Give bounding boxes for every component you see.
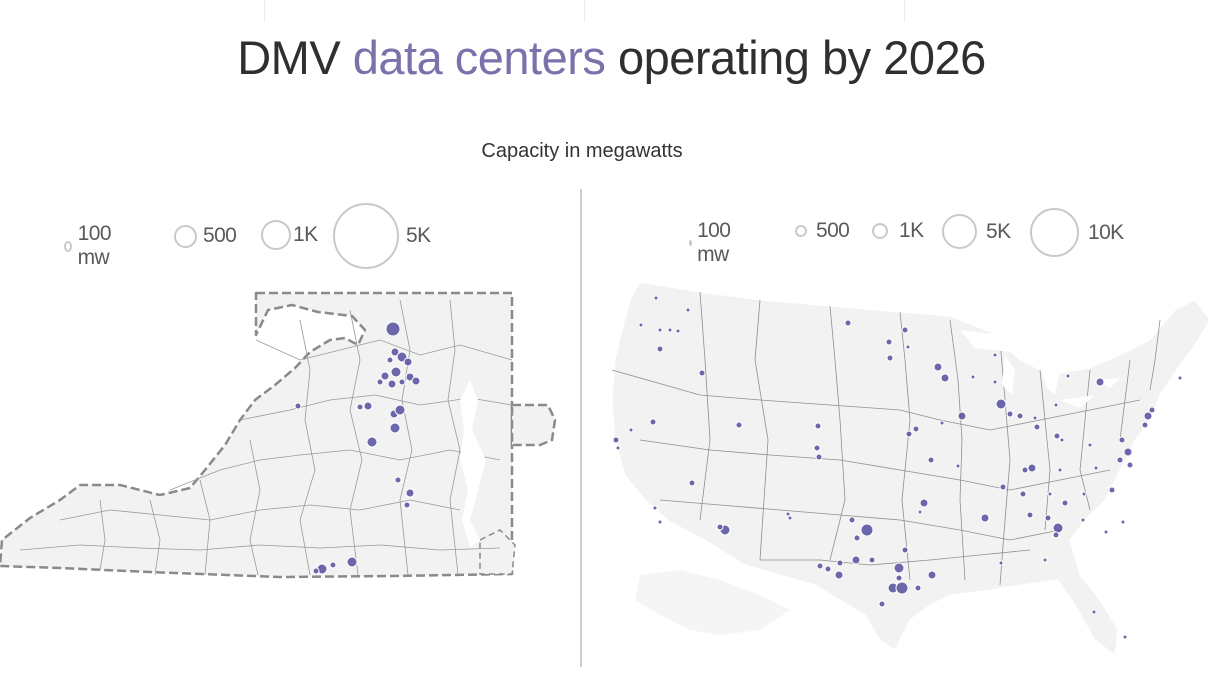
virginia-legend-item-100: 100 mw xyxy=(64,222,114,270)
us-land xyxy=(611,281,1211,656)
legend-circle-icon xyxy=(942,214,977,249)
us-map xyxy=(611,281,1211,656)
us-legend-item-1k: 1K xyxy=(872,219,924,243)
us-legend-item-5k: 5K xyxy=(942,214,1011,249)
virginia-map xyxy=(0,291,557,579)
legend-label: 500 xyxy=(816,219,850,242)
virginia-legend-item-5k: 5K xyxy=(333,203,431,269)
legend-label: 100 mw xyxy=(697,219,731,266)
virginia-legend-item-500: 500 xyxy=(174,224,237,248)
virginia-legend-item-1k: 1K xyxy=(261,220,318,250)
page-title: DMV data centers operating by 2026 xyxy=(0,30,1223,85)
legend-label: 5K xyxy=(986,219,1011,243)
us-state-lines xyxy=(611,291,1161,586)
legend-circle-icon xyxy=(333,203,399,269)
map-subtitle: Capacity in megawatts xyxy=(481,140,683,162)
title-prefix: DMV xyxy=(237,31,353,84)
legend-circle-icon xyxy=(1030,208,1079,257)
legend-circle-icon xyxy=(689,240,693,246)
us-legend-item-100: 100 mw xyxy=(689,219,733,267)
us-legend-item-500: 500 xyxy=(795,219,850,243)
legend-circle-icon xyxy=(64,240,72,252)
us-legend-item-10k: 10K xyxy=(1030,208,1124,257)
us-data-center-dots xyxy=(612,295,1183,640)
legend-circle-icon xyxy=(872,223,888,239)
title-suffix: operating by 2026 xyxy=(605,31,986,84)
virginia-land xyxy=(0,291,557,579)
legend-label: 100 mw xyxy=(77,222,112,269)
virginia-data-center-dots xyxy=(294,321,421,575)
panel-divider xyxy=(580,189,582,667)
legend-label: 5K xyxy=(406,224,431,247)
legend-label: 10K xyxy=(1088,220,1124,244)
virginia-county-lines xyxy=(19,299,513,576)
title-highlight: data centers xyxy=(352,31,606,84)
chesapeake-bay xyxy=(460,380,486,548)
legend-circle-icon xyxy=(795,225,807,237)
legend-label: 500 xyxy=(203,224,237,247)
great-lakes xyxy=(960,330,1120,408)
legend-label: 1K xyxy=(899,219,924,242)
legend-circle-icon xyxy=(174,224,197,248)
top-decoration xyxy=(0,0,1223,24)
legend-label: 1K xyxy=(293,223,318,246)
legend-circle-icon xyxy=(261,220,291,250)
